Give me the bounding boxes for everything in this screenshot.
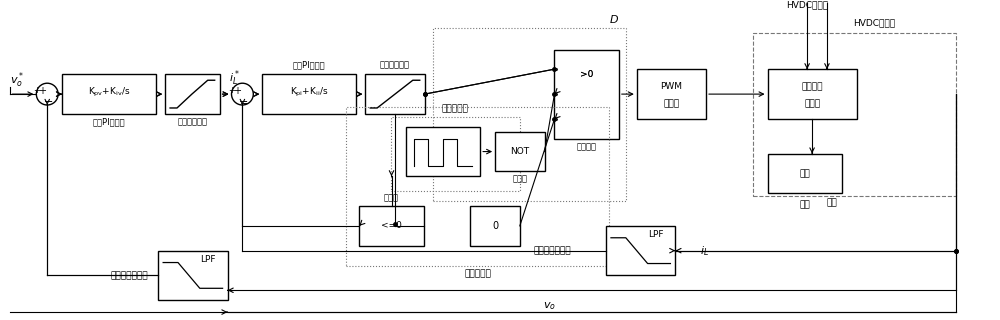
Text: 比较器: 比较器	[384, 194, 399, 203]
Bar	[62, 74, 156, 114]
Text: −: −	[239, 97, 248, 107]
Text: 0: 0	[492, 221, 498, 231]
Text: 选择开关: 选择开关	[577, 142, 597, 151]
Text: 内环PI调节器: 内环PI调节器	[293, 60, 326, 69]
Text: D: D	[610, 15, 618, 25]
Bar	[365, 74, 425, 114]
Text: HVDC传输线: HVDC传输线	[786, 0, 828, 10]
Text: NOT: NOT	[510, 147, 529, 156]
Text: $i_L^*$: $i_L^*$	[229, 68, 240, 88]
Text: 外环饱和环节: 外环饱和环节	[177, 117, 207, 126]
Text: +: +	[38, 86, 46, 96]
Text: 断路器: 断路器	[804, 100, 820, 108]
Text: <=0: <=0	[381, 221, 402, 230]
Bar	[470, 206, 520, 246]
Bar	[165, 74, 220, 114]
Bar	[262, 74, 356, 114]
Text: 反向器: 反向器	[512, 175, 527, 184]
Text: LPF: LPF	[648, 230, 664, 239]
Text: −: −	[240, 99, 249, 109]
Text: +: +	[33, 86, 40, 95]
Text: 负载: 负载	[827, 199, 837, 208]
Text: $i_L$: $i_L$	[700, 244, 709, 258]
Bar	[554, 50, 619, 139]
Text: LPF: LPF	[200, 255, 216, 264]
Text: +: +	[228, 86, 235, 95]
Text: 发生器: 发生器	[663, 100, 679, 108]
Text: 外环PI调节器: 外环PI调节器	[93, 117, 125, 126]
Text: PWM: PWM	[660, 82, 682, 91]
Bar	[606, 226, 675, 276]
Bar	[495, 132, 545, 172]
Bar	[158, 251, 228, 300]
Text: 辅助控制器: 辅助控制器	[464, 269, 491, 278]
Text: $\mathrm{K_{pi}}$+$\mathrm{K_{ii}}$/s: $\mathrm{K_{pi}}$+$\mathrm{K_{ii}}$/s	[290, 85, 329, 99]
Text: 内环饱和环节: 内环饱和环节	[380, 60, 410, 69]
Text: 高压直流: 高压直流	[801, 82, 823, 91]
Text: $v_o$: $v_o$	[543, 300, 556, 312]
Text: >0: >0	[580, 70, 593, 79]
Text: 负载: 负载	[799, 201, 810, 210]
Bar	[346, 107, 609, 266]
Text: HVDC传输线: HVDC传输线	[853, 18, 895, 27]
Text: >0: >0	[580, 70, 593, 79]
Bar	[391, 117, 520, 191]
Text: 外环低通滤波器: 外环低通滤波器	[111, 271, 148, 280]
Bar	[753, 33, 956, 196]
Text: −: −	[44, 97, 53, 107]
Bar	[637, 69, 706, 119]
Text: 负载: 负载	[799, 169, 810, 178]
Bar	[433, 28, 626, 201]
Text: +: +	[233, 86, 241, 96]
Text: $\mathrm{K_{pv}}$+$\mathrm{K_{iv}}$/s: $\mathrm{K_{pv}}$+$\mathrm{K_{iv}}$/s	[88, 85, 130, 99]
Text: 触发子系统: 触发子系统	[442, 104, 469, 114]
Bar	[359, 206, 424, 246]
Text: $v_o^*$: $v_o^*$	[10, 70, 24, 90]
Bar	[768, 154, 842, 193]
Bar	[768, 69, 857, 119]
Bar	[406, 127, 480, 176]
Text: 内环低通滤波器: 内环低通滤波器	[534, 246, 571, 255]
